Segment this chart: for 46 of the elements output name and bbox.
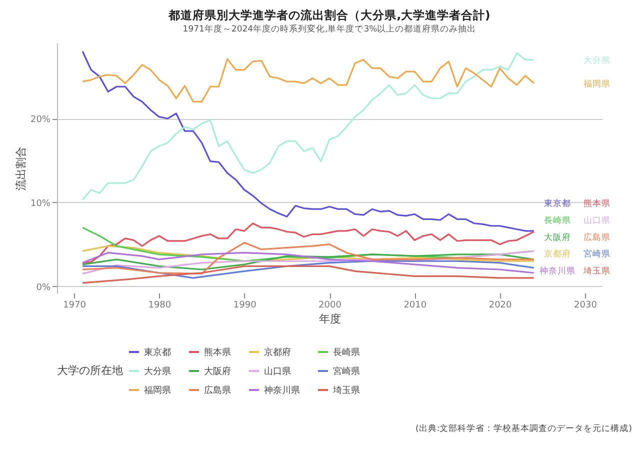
- x-tick-label: 2010: [404, 300, 427, 310]
- line-series: [82, 52, 535, 201]
- legend-label: 熊本県: [204, 347, 231, 358]
- text: 長崎県: [544, 216, 572, 226]
- x-axis-title: 年度: [319, 312, 341, 326]
- text: 大阪府: [544, 232, 572, 243]
- legend-label: 大分県: [144, 366, 171, 377]
- text: 熊本県: [583, 199, 610, 210]
- x-tick-label: 2000: [318, 300, 342, 310]
- y-tick-label: 0%: [36, 282, 51, 293]
- text: 山口県: [583, 216, 610, 226]
- line-series: [82, 50, 535, 232]
- legend-label: 宮崎県: [333, 366, 360, 377]
- line-series: [82, 260, 535, 279]
- chart-title: 都道府県別大学進学者の流出割合（大分県,大学進学者合計): [168, 8, 490, 22]
- x-tick-label: 2020: [488, 300, 512, 310]
- text: 埼玉県: [583, 266, 610, 276]
- line-series: [82, 242, 535, 275]
- text: (出典:文部科学省：学校基本調査のデータを元に構成): [416, 423, 632, 434]
- x-tick-label: 1970: [63, 300, 86, 310]
- legend-label: 京都府: [264, 347, 291, 358]
- legend-label: 東京都: [144, 347, 171, 358]
- text: 福岡県: [583, 79, 610, 90]
- y-tick-label: 10%: [30, 198, 51, 209]
- x-tick-label: 2030: [574, 300, 598, 310]
- x-tick-label: 1990: [233, 300, 257, 310]
- legend-label: 神奈川県: [264, 385, 300, 396]
- text: 広島県: [583, 232, 610, 243]
- x-tick-label: 1980: [148, 300, 172, 310]
- text: 大分県: [583, 56, 610, 66]
- legend-title: 大学の所在地: [57, 364, 123, 377]
- text: 京都府: [544, 250, 572, 260]
- text: 神奈川県: [540, 266, 576, 276]
- chart-subtitle: 1971年度～2024年度の時系列変化,単年度で3%以上の都道府県のみ抽出: [182, 24, 476, 34]
- legend-label: 埼玉県: [332, 385, 360, 396]
- y-axis-title: 流出割合: [14, 146, 28, 190]
- legend-label: 山口県: [264, 366, 291, 377]
- y-tick-label: 20%: [30, 115, 51, 126]
- text: 宮崎県: [583, 250, 610, 260]
- line-series: [82, 265, 535, 284]
- text: 東京都: [544, 199, 572, 210]
- legend-label: 広島県: [204, 385, 231, 396]
- line-series: [82, 58, 535, 103]
- legend-label: 長崎県: [333, 347, 360, 358]
- legend-label: 福岡県: [144, 385, 171, 396]
- legend-label: 大阪府: [204, 366, 231, 377]
